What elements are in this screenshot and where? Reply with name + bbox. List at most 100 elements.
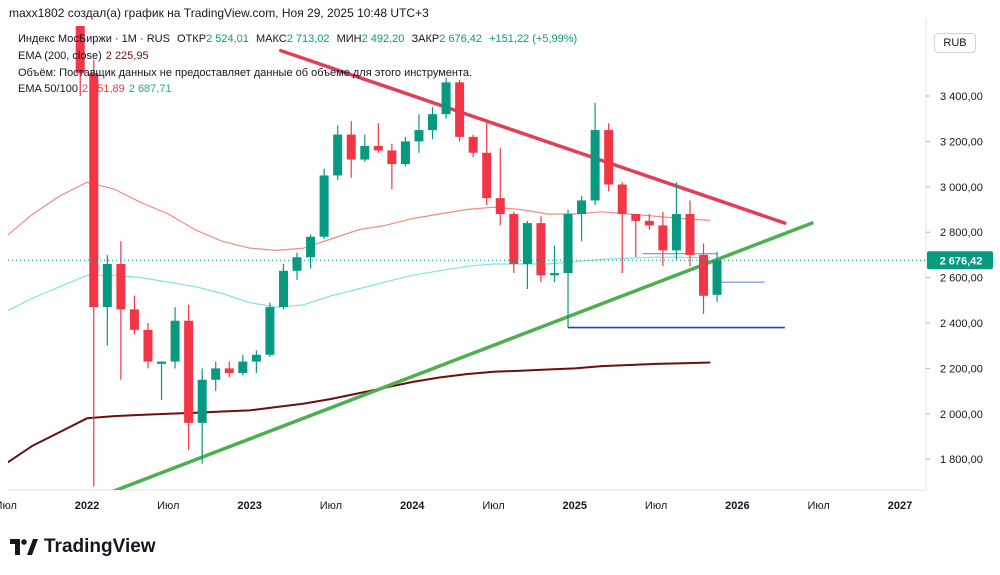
candle-body[interactable] bbox=[333, 134, 343, 176]
candle-body[interactable] bbox=[644, 220, 654, 226]
candle-body[interactable] bbox=[170, 320, 180, 362]
time-tick-label: 2026 bbox=[725, 500, 749, 512]
candle-body[interactable] bbox=[251, 354, 261, 362]
last-price-label: 2 676,42 bbox=[940, 255, 983, 267]
change-value: +151,22 (+5,99%) bbox=[489, 33, 578, 45]
ema200-line bbox=[8, 361, 711, 464]
ema50-value: 2 851,89 bbox=[81, 83, 125, 95]
candle-body[interactable] bbox=[455, 82, 465, 137]
price-tick-label: 2 600,00 bbox=[940, 273, 983, 285]
candle-body[interactable] bbox=[373, 145, 383, 151]
candle-body[interactable] bbox=[306, 236, 316, 258]
ema-lines bbox=[8, 181, 711, 464]
candle-body[interactable] bbox=[129, 309, 139, 330]
candle-body[interactable] bbox=[671, 214, 681, 251]
time-tick-label: Июл bbox=[0, 500, 17, 512]
currency-button[interactable]: RUB bbox=[934, 33, 976, 53]
candle-body[interactable] bbox=[346, 134, 356, 160]
candle-body[interactable] bbox=[604, 130, 614, 185]
price-tick-label: 3 400,00 bbox=[940, 91, 983, 103]
ema100-value: 2 687,71 bbox=[128, 83, 172, 95]
chart-grid bbox=[8, 18, 927, 491]
candle-body[interactable] bbox=[184, 320, 194, 423]
ema50-line bbox=[8, 181, 711, 251]
low-value: 2 492,20 bbox=[361, 33, 405, 45]
candle-body[interactable] bbox=[143, 329, 153, 362]
time-tick-label: 2025 bbox=[563, 500, 587, 512]
candle-body[interactable] bbox=[590, 130, 600, 201]
candle-body[interactable] bbox=[482, 152, 492, 199]
candle-body[interactable] bbox=[319, 175, 329, 237]
trend-lines bbox=[112, 48, 814, 491]
tradingview-logo: TradingView bbox=[10, 536, 156, 558]
candle-body[interactable] bbox=[549, 273, 559, 276]
candle-body[interactable] bbox=[509, 214, 519, 264]
candles bbox=[75, 5, 722, 487]
close-value: 2 676,42 bbox=[439, 33, 483, 45]
candle-body[interactable] bbox=[224, 368, 234, 373]
legend-ema200[interactable]: EMA (200, close) 2 225,95 bbox=[18, 49, 149, 63]
candle-body[interactable] bbox=[441, 82, 451, 115]
time-tick-label: 2023 bbox=[237, 500, 261, 512]
ema50-100-label: EMA 50/100 bbox=[18, 83, 78, 95]
price-tick-label: 1 800,00 bbox=[940, 454, 983, 466]
candle-body[interactable] bbox=[414, 130, 424, 142]
tradingview-logo-text: TradingView bbox=[44, 536, 156, 557]
candle-body[interactable] bbox=[387, 150, 397, 165]
candle-body[interactable] bbox=[197, 379, 207, 423]
candle-body[interactable] bbox=[102, 263, 112, 308]
time-axis: Июл 2022 Июл 2023 Июл 2024 Июл 2025 Июл 2026 Июл 20… bbox=[0, 500, 912, 512]
time-tick-label: Июл bbox=[157, 500, 179, 512]
candle-body[interactable] bbox=[278, 270, 288, 308]
low-label: МИН bbox=[336, 33, 362, 45]
price-tick-label: 2 200,00 bbox=[940, 363, 983, 375]
high-label: МАКС bbox=[255, 33, 287, 45]
candle-body[interactable] bbox=[157, 361, 167, 364]
price-tick-label: 3 000,00 bbox=[940, 182, 983, 194]
candle-body[interactable] bbox=[658, 225, 668, 251]
last-price-badge bbox=[927, 251, 993, 270]
candle-body[interactable] bbox=[116, 263, 126, 310]
tradingview-logo-icon bbox=[10, 539, 38, 555]
time-tick-label: Июл bbox=[808, 500, 830, 512]
time-tick-label: 2024 bbox=[400, 500, 425, 512]
resistance-trend-line[interactable] bbox=[279, 48, 787, 225]
candle-body[interactable] bbox=[238, 361, 248, 373]
candle-body[interactable] bbox=[617, 184, 627, 215]
candle-body[interactable] bbox=[495, 198, 505, 215]
candle-body[interactable] bbox=[75, 5, 85, 74]
candle-body[interactable] bbox=[699, 254, 709, 296]
time-tick-label: Июл bbox=[482, 500, 504, 512]
price-tick-label: 2 000,00 bbox=[940, 409, 983, 421]
author-line: maxx1802 создал(а) график на TradingView… bbox=[9, 6, 429, 20]
candle-body[interactable] bbox=[400, 141, 410, 165]
candle-body[interactable] bbox=[292, 257, 302, 271]
support-trend-line[interactable] bbox=[112, 221, 814, 491]
volume-note: Объём: Поставщик данных не предоставляет… bbox=[18, 67, 473, 79]
candle-body[interactable] bbox=[211, 368, 221, 380]
price-tick-label: 2 800,00 bbox=[940, 227, 983, 239]
close-label: ЗАКР bbox=[411, 33, 440, 45]
candle-body[interactable] bbox=[265, 307, 275, 355]
candle-body[interactable] bbox=[631, 214, 641, 221]
open-value: 2 524,01 bbox=[206, 33, 249, 45]
candle-body[interactable] bbox=[428, 114, 438, 131]
candle-body[interactable] bbox=[468, 136, 478, 153]
candle-body[interactable] bbox=[360, 145, 370, 160]
legend-ema50-100[interactable]: EMA 50/100 2 851,89 2 687,71 bbox=[18, 82, 172, 96]
candle-body[interactable] bbox=[563, 214, 573, 274]
symbol-name[interactable]: Индекс МосБиржи · 1М · RUS bbox=[18, 33, 170, 45]
candle-body[interactable] bbox=[536, 223, 546, 276]
price-tick-label: 2 400,00 bbox=[940, 318, 983, 330]
candle-body[interactable] bbox=[577, 200, 587, 215]
candle-body[interactable] bbox=[522, 223, 532, 264]
candle-body[interactable] bbox=[685, 214, 695, 255]
candle-body[interactable] bbox=[712, 260, 722, 295]
open-label: ОТКР bbox=[177, 33, 207, 45]
time-tick-label: Июл bbox=[320, 500, 342, 512]
ema200-label: EMA (200, close) bbox=[18, 50, 102, 62]
time-tick-label: Июл bbox=[645, 500, 667, 512]
candle-body[interactable] bbox=[89, 73, 99, 308]
last-price-marker: 2 676,42 bbox=[8, 251, 993, 270]
